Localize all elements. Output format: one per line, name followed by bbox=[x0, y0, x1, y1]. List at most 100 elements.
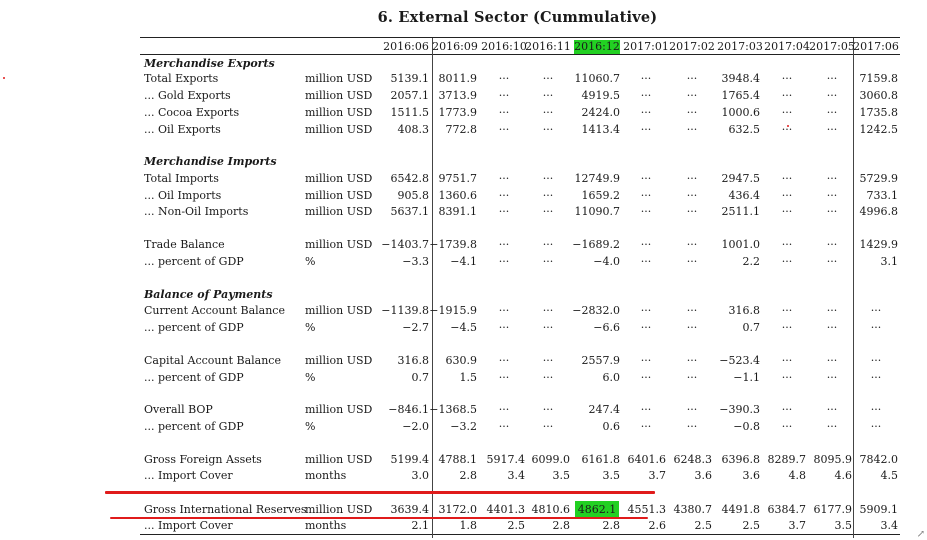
cell-value: ··· bbox=[781, 172, 793, 185]
cell-value: 772.8 bbox=[445, 123, 478, 136]
cell-value: ··· bbox=[781, 371, 793, 384]
row-label: Gross International Reserves bbox=[144, 503, 307, 516]
cell-value: ··· bbox=[826, 205, 838, 218]
cell-value: 3.5 bbox=[602, 469, 621, 482]
cell-value: ··· bbox=[781, 354, 793, 367]
cell-value: −4.5 bbox=[450, 321, 477, 334]
cell-value: 1001.0 bbox=[721, 238, 761, 251]
cell-value: ··· bbox=[542, 403, 554, 416]
table-row: Total Exports million USD 5139.1 8011.9 ··· ·… bbox=[0, 70, 927, 87]
red-underline-annotation-upper bbox=[105, 491, 655, 494]
column-header-2016-12: 2016:12 bbox=[574, 40, 620, 54]
cell-value: ··· bbox=[686, 420, 698, 433]
cell-value: 7159.8 bbox=[859, 72, 899, 85]
cell-value: ··· bbox=[498, 72, 510, 85]
row-unit: million USD bbox=[305, 238, 373, 251]
cell-value: ··· bbox=[498, 172, 510, 185]
cell-value: 3639.4 bbox=[390, 503, 430, 516]
cell-value: ··· bbox=[542, 420, 554, 433]
cell-value: 1765.4 bbox=[721, 89, 761, 102]
cell-value: 0.7 bbox=[411, 371, 430, 384]
red-mark-dot-table bbox=[787, 125, 789, 127]
row-unit: million USD bbox=[305, 123, 373, 136]
cell-value: ··· bbox=[686, 205, 698, 218]
cell-value: 12749.9 bbox=[574, 172, 621, 185]
cell-value: 4788.1 bbox=[438, 453, 478, 466]
cell-value: ··· bbox=[542, 123, 554, 136]
row-label: Gross Foreign Assets bbox=[144, 453, 262, 466]
cell-value: 1000.6 bbox=[721, 106, 761, 119]
section-header-row: Merchandise Exports bbox=[0, 55, 927, 72]
cell-value: 5917.4 bbox=[486, 453, 526, 466]
cell-value: 4996.8 bbox=[859, 205, 899, 218]
cell-value: ··· bbox=[498, 205, 510, 218]
cell-value: 2511.1 bbox=[721, 205, 761, 218]
cell-value: 4.5 bbox=[880, 469, 899, 482]
cell-value: 3172.0 bbox=[438, 503, 478, 516]
column-header-2017-02: 2017:02 bbox=[669, 40, 715, 53]
cell-value: 2947.5 bbox=[721, 172, 761, 185]
cell-value: 8011.9 bbox=[438, 72, 478, 85]
row-label: ... percent of GDP bbox=[144, 255, 244, 268]
cell-value: ··· bbox=[781, 420, 793, 433]
table-row: ... percent of GDP% 0.7 1.5 ··· ··· 6.0 ··· ···… bbox=[0, 369, 927, 386]
table-row: ... Cocoa Exports million USD 1511.5 1773.9… bbox=[0, 104, 927, 121]
cell-value: ··· bbox=[542, 354, 554, 367]
column-header-2017-04: 2017:04 bbox=[764, 40, 810, 53]
row-label: Trade Balance bbox=[144, 238, 225, 251]
cell-value: ··· bbox=[498, 255, 510, 268]
cell-value: ··· bbox=[498, 238, 510, 251]
cell-value: ··· bbox=[542, 238, 554, 251]
cell-value: ··· bbox=[870, 321, 882, 334]
cell-value: −1139.8 bbox=[381, 304, 429, 317]
cell-value: −1739.8 bbox=[429, 238, 477, 251]
cell-value: ··· bbox=[498, 420, 510, 433]
cell-value: ··· bbox=[870, 403, 882, 416]
red-underline-annotation-lower bbox=[110, 517, 648, 519]
column-header-2016-06: 2016:06 bbox=[383, 40, 429, 53]
cell-value: ··· bbox=[781, 189, 793, 202]
row-unit: million USD bbox=[305, 304, 373, 317]
cell-value: −6.6 bbox=[593, 321, 620, 334]
section-label: Merchandise Exports bbox=[144, 57, 275, 70]
cell-value: 4551.3 bbox=[627, 503, 667, 516]
row-unit: million USD bbox=[305, 89, 373, 102]
cell-value: 316.8 bbox=[397, 354, 430, 367]
row-label: Overall BOP bbox=[144, 403, 213, 416]
last-column-divider bbox=[853, 38, 854, 538]
cell-value: −846.1 bbox=[388, 403, 429, 416]
cell-value: 1413.4 bbox=[581, 123, 621, 136]
cell-value: 3713.9 bbox=[438, 89, 478, 102]
cell-value: 5199.4 bbox=[390, 453, 430, 466]
cell-value: 4862.1 bbox=[575, 501, 619, 518]
row-label: ... Import Cover bbox=[144, 519, 233, 532]
row-label: ... Cocoa Exports bbox=[144, 106, 240, 119]
cell-value: ··· bbox=[542, 304, 554, 317]
table-row: ... Non-Oil Imports million USD 5637.1 8391… bbox=[0, 203, 927, 220]
cell-value: 6161.8 bbox=[581, 453, 621, 466]
cell-value: ··· bbox=[686, 189, 698, 202]
cell-value: 2.5 bbox=[694, 519, 713, 532]
table-row: Trade Balance million USD −1403.7 −1739.8 ··… bbox=[0, 236, 927, 253]
cell-value: 3.0 bbox=[411, 469, 430, 482]
cell-value: 6396.8 bbox=[721, 453, 761, 466]
cell-value: ··· bbox=[498, 371, 510, 384]
section-label: Merchandise Imports bbox=[144, 155, 277, 168]
cell-value: 5637.1 bbox=[390, 205, 430, 218]
cell-value: ··· bbox=[686, 371, 698, 384]
cell-value: 3.6 bbox=[694, 469, 713, 482]
cell-value: ··· bbox=[781, 89, 793, 102]
cell-value: ··· bbox=[826, 371, 838, 384]
cell-value: −2.7 bbox=[402, 321, 429, 334]
cell-value: −0.8 bbox=[733, 420, 760, 433]
top-rule bbox=[140, 37, 900, 38]
cell-value: ··· bbox=[542, 371, 554, 384]
cell-value: ··· bbox=[686, 238, 698, 251]
cell-value: 2057.1 bbox=[390, 89, 430, 102]
table-title: 6. External Sector (Cummulative) bbox=[377, 9, 658, 26]
cell-value: 8289.7 bbox=[767, 453, 807, 466]
cell-value: 2.2 bbox=[742, 255, 761, 268]
table-row: ... Oil Imports million USD 905.8 1360.6 ···… bbox=[0, 187, 927, 204]
cell-value: ··· bbox=[686, 321, 698, 334]
section-label: Balance of Payments bbox=[144, 288, 273, 301]
